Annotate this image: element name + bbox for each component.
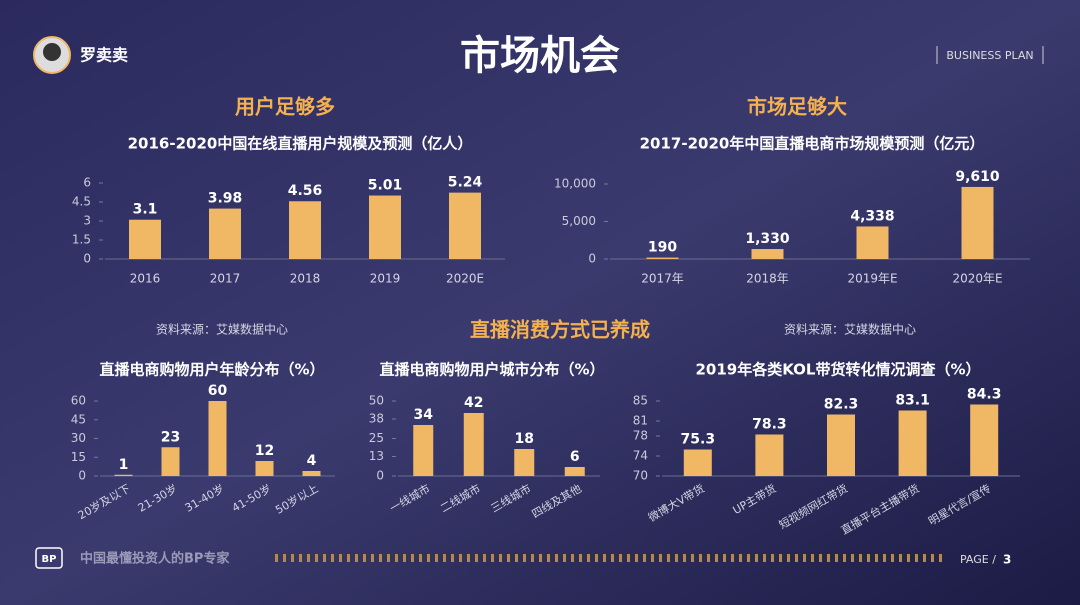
value-label: 190 xyxy=(648,240,677,256)
x-tick-label: 2016 xyxy=(130,272,161,286)
bar xyxy=(856,226,889,259)
value-label: 18 xyxy=(515,431,534,447)
y-tick-label: 45 xyxy=(71,412,86,426)
bar xyxy=(827,414,855,476)
bar xyxy=(369,195,401,259)
footer-text: 中国最懂投资人的BP专家 xyxy=(80,551,230,567)
x-tick-label: 2017 xyxy=(210,272,241,286)
y-tick-label: 3 xyxy=(83,214,91,228)
bar xyxy=(751,249,784,259)
value-label: 3.98 xyxy=(208,191,243,207)
bar xyxy=(209,208,241,259)
chart-title: 直播电商购物用户年龄分布（%） xyxy=(99,361,324,379)
bar xyxy=(970,404,999,476)
y-tick-label: 60 xyxy=(71,394,86,408)
bar xyxy=(564,467,585,476)
value-label: 9,610 xyxy=(955,169,1000,185)
y-tick-label: 0 xyxy=(588,252,596,266)
y-tick-label: 6 xyxy=(83,176,91,190)
value-label: 83.1 xyxy=(895,393,930,409)
chart-title: 2019年各类KOL带货转化情况调查（%） xyxy=(695,361,980,379)
y-tick-label: 38 xyxy=(369,412,384,426)
bar xyxy=(646,257,679,259)
value-label: 23 xyxy=(161,429,180,445)
y-tick-label: 30 xyxy=(71,431,86,445)
value-label: 42 xyxy=(464,395,483,411)
value-label: 6 xyxy=(570,449,580,465)
x-tick-label: 2018 xyxy=(290,272,321,286)
value-label: 84.3 xyxy=(967,387,1002,403)
bar xyxy=(114,474,133,476)
bar xyxy=(289,201,321,259)
value-label: 4,338 xyxy=(850,208,894,224)
y-tick-label: 13 xyxy=(369,449,384,463)
y-tick-label: 25 xyxy=(369,431,384,445)
page-label: PAGE / xyxy=(960,553,996,566)
value-label: 60 xyxy=(208,383,228,399)
bar xyxy=(961,186,994,259)
section-heading: 直播消费方式已养成 xyxy=(470,318,650,342)
avatar-face xyxy=(43,43,61,61)
y-tick-label: 5,000 xyxy=(562,214,596,228)
source: 资料来源：艾媒数据中心 xyxy=(784,322,916,337)
bar xyxy=(755,434,784,476)
y-tick-label: 4.5 xyxy=(72,195,91,209)
y-tick-label: 0 xyxy=(83,252,91,266)
brand: 罗卖卖 xyxy=(80,46,128,65)
bar xyxy=(449,192,481,259)
value-label: 4.56 xyxy=(288,183,323,199)
x-tick-label: 2018年 xyxy=(746,272,789,286)
x-tick-label: 2019 xyxy=(370,272,401,286)
bar xyxy=(683,449,712,476)
y-tick-label: 0 xyxy=(78,469,86,483)
logo-text: BP xyxy=(42,554,57,565)
bar xyxy=(514,449,535,476)
value-label: 82.3 xyxy=(824,397,859,413)
x-tick-label: 2020E xyxy=(446,272,484,286)
value-label: 5.24 xyxy=(448,175,483,191)
tag: BUSINESS PLAN xyxy=(946,49,1033,62)
y-tick-label: 81 xyxy=(633,414,648,428)
x-tick-label: 2019年E xyxy=(847,272,897,286)
y-tick-label: 74 xyxy=(633,449,648,463)
page-number: 3 xyxy=(1003,553,1011,567)
value-label: 1,330 xyxy=(745,231,790,247)
source: 资料来源：艾媒数据中心 xyxy=(156,322,288,337)
value-label: 1 xyxy=(119,457,129,473)
y-tick-label: 78 xyxy=(633,429,648,443)
value-label: 75.3 xyxy=(681,432,716,448)
y-tick-label: 1.5 xyxy=(72,233,91,247)
bar xyxy=(129,219,161,259)
chart-title: 2017-2020年中国直播电商市场规模预测（亿元） xyxy=(640,135,985,153)
x-tick-label: 2020年E xyxy=(952,272,1002,286)
chart-title: 2016-2020中国在线直播用户规模及预测（亿人） xyxy=(128,135,473,153)
chart-title: 直播电商购物用户城市分布（%） xyxy=(379,361,604,379)
bar xyxy=(898,410,927,476)
x-tick-label: 2017年 xyxy=(641,272,684,286)
y-tick-label: 70 xyxy=(633,469,648,483)
value-label: 3.1 xyxy=(133,202,158,218)
logo xyxy=(35,547,63,569)
value-label: 78.3 xyxy=(752,417,787,433)
y-tick-label: 10,000 xyxy=(554,177,596,191)
value-label: 5.01 xyxy=(368,178,403,194)
y-tick-label: 50 xyxy=(369,394,384,408)
bar xyxy=(302,471,321,476)
bar xyxy=(208,401,227,476)
y-tick-label: 85 xyxy=(633,394,648,408)
slide-title: 市场机会 xyxy=(460,33,620,79)
section-heading: 市场足够大 xyxy=(747,95,847,119)
value-label: 34 xyxy=(414,407,434,423)
bar xyxy=(161,447,180,476)
value-label: 12 xyxy=(255,443,274,459)
bar xyxy=(463,413,484,476)
value-label: 4 xyxy=(307,453,317,469)
section-heading: 用户足够多 xyxy=(235,95,335,119)
bar xyxy=(255,461,274,476)
y-tick-label: 0 xyxy=(376,469,384,483)
bar xyxy=(413,425,434,476)
y-tick-label: 15 xyxy=(71,450,86,464)
